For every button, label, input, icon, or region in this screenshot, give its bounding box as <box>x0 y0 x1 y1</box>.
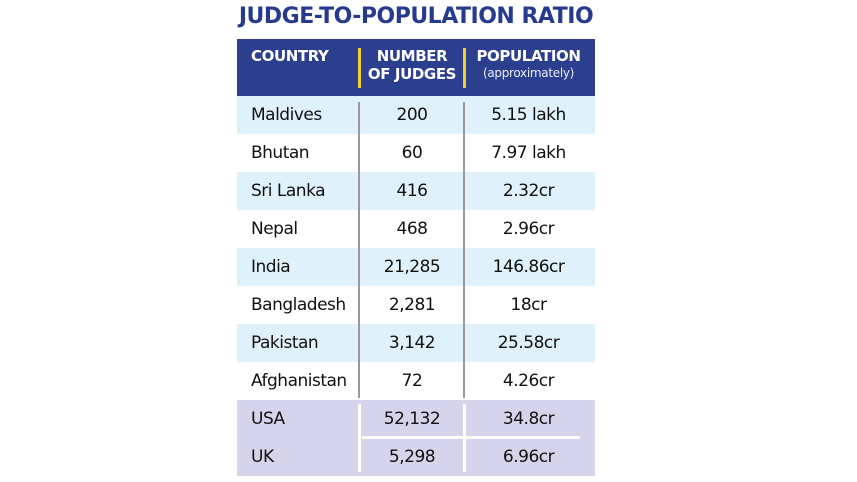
table-title: JUDGE-TO-POPULATION RATIO <box>238 4 594 29</box>
ratio-table: COUNTRY NUMBER OF JUDGES POPULATION (app… <box>237 39 595 476</box>
population-cell: 2.32cr <box>502 181 555 201</box>
judges-cell: 21,285 <box>383 257 441 277</box>
population-cell: 5.15 lakh <box>491 105 566 125</box>
population-cell: 146.86cr <box>492 257 565 277</box>
country-cell: UK <box>251 447 274 467</box>
judges-cell: 468 <box>396 219 428 239</box>
table-row: USA 52,132 34.8cr <box>237 400 595 438</box>
population-cell: 34.8cr <box>502 409 555 429</box>
population-cell: 4.26cr <box>502 371 555 391</box>
judges-cell: 200 <box>396 105 428 125</box>
population-cell: 18cr <box>510 295 547 315</box>
header-separator <box>463 48 466 88</box>
row-divider <box>362 436 580 439</box>
judges-cell: 60 <box>401 143 423 163</box>
column-divider <box>463 404 466 472</box>
header-population-sub: (approximately) <box>482 66 575 80</box>
comparison-block: USA 52,132 34.8cr UK 5,298 6.96cr <box>237 400 595 476</box>
table-row: Bangladesh 2,281 18cr <box>237 286 595 324</box>
header-judges: NUMBER OF JUDGES <box>362 39 462 96</box>
table-row: Bhutan 60 7.97 lakh <box>237 134 595 172</box>
judges-cell: 72 <box>401 371 423 391</box>
column-divider <box>463 102 465 398</box>
column-divider <box>358 404 361 472</box>
country-cell: Pakistan <box>251 333 319 353</box>
header-country-label: COUNTRY <box>251 47 329 65</box>
table-body: Maldives 200 5.15 lakh Bhutan 60 7.97 la… <box>237 96 595 400</box>
country-cell: Bangladesh <box>251 295 346 315</box>
header-judges-line2: OF JUDGES <box>367 65 457 83</box>
country-cell: USA <box>251 409 285 429</box>
table-row: Afghanistan 72 4.26cr <box>237 362 595 400</box>
country-cell: Afghanistan <box>251 371 347 391</box>
table-header: COUNTRY NUMBER OF JUDGES POPULATION (app… <box>237 39 595 96</box>
table-row: Nepal 468 2.96cr <box>237 210 595 248</box>
table-row: Sri Lanka 416 2.32cr <box>237 172 595 210</box>
header-country: COUNTRY <box>251 39 357 96</box>
judges-cell: 3,142 <box>388 333 436 353</box>
table-row: UK 5,298 6.96cr <box>237 438 595 476</box>
column-divider <box>358 102 360 398</box>
population-cell: 7.97 lakh <box>491 143 566 163</box>
judges-cell: 5,298 <box>388 447 436 467</box>
header-separator <box>358 48 361 88</box>
country-cell: Bhutan <box>251 143 310 163</box>
table-row: Pakistan 3,142 25.58cr <box>237 324 595 362</box>
header-judges-line1: NUMBER <box>376 47 448 65</box>
country-cell: India <box>251 257 291 277</box>
judges-cell: 416 <box>396 181 428 201</box>
header-population-line1: POPULATION <box>476 47 581 65</box>
country-cell: Nepal <box>251 219 298 239</box>
judges-cell: 52,132 <box>383 409 441 429</box>
table-row: Maldives 200 5.15 lakh <box>237 96 595 134</box>
table-row: India 21,285 146.86cr <box>237 248 595 286</box>
population-cell: 25.58cr <box>497 333 560 353</box>
country-cell: Maldives <box>251 105 322 125</box>
population-cell: 2.96cr <box>502 219 555 239</box>
population-cell: 6.96cr <box>502 447 555 467</box>
judges-cell: 2,281 <box>388 295 436 315</box>
country-cell: Sri Lanka <box>251 181 326 201</box>
header-population: POPULATION (approximately) <box>466 39 591 96</box>
